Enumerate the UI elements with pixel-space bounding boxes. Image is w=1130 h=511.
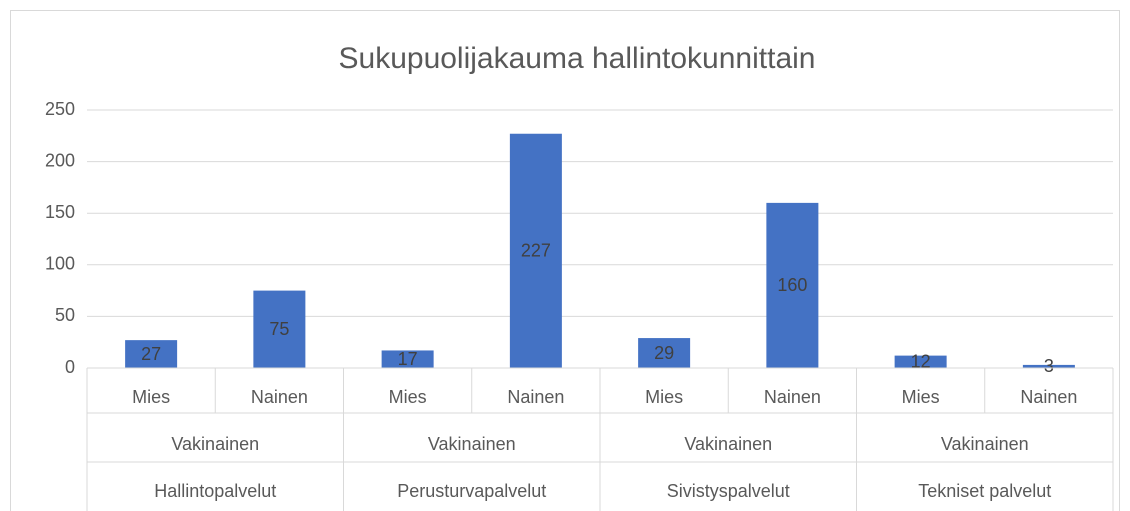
bar bbox=[638, 338, 691, 368]
data-label: 227 bbox=[521, 241, 551, 261]
data-label: 3 bbox=[1044, 356, 1054, 376]
y-tick-label: 250 bbox=[45, 99, 75, 119]
x-group-label: Vakinainen bbox=[428, 434, 516, 454]
data-label: 75 bbox=[269, 319, 289, 339]
x-group-label: Hallintopalvelut bbox=[154, 481, 276, 501]
bar bbox=[894, 355, 947, 368]
x-group-label: Tekniset palvelut bbox=[918, 481, 1051, 501]
bar bbox=[253, 290, 306, 368]
x-group-label: Perusturvapalvelut bbox=[397, 481, 546, 501]
chart-border bbox=[10, 10, 1120, 511]
chart-title: Sukupuolijakauma hallintokunnittain bbox=[339, 42, 816, 75]
x-tick-label: Mies bbox=[132, 387, 170, 407]
x-group-label: Vakinainen bbox=[684, 434, 772, 454]
y-tick-label: 150 bbox=[45, 202, 75, 222]
bar bbox=[1022, 364, 1075, 368]
data-label: 12 bbox=[911, 352, 931, 372]
bar bbox=[766, 202, 819, 368]
bar bbox=[381, 350, 434, 368]
x-group-label: Sivistyspalvelut bbox=[667, 481, 790, 501]
data-label: 27 bbox=[141, 344, 161, 364]
data-label: 160 bbox=[777, 275, 807, 295]
bar bbox=[125, 340, 178, 368]
data-label: 29 bbox=[654, 343, 674, 363]
x-group-label: Vakinainen bbox=[171, 434, 259, 454]
x-tick-label: Mies bbox=[645, 387, 683, 407]
x-group-label: Vakinainen bbox=[941, 434, 1029, 454]
x-tick-label: Nainen bbox=[1020, 387, 1077, 407]
data-label: 17 bbox=[398, 349, 418, 369]
x-tick-label: Nainen bbox=[764, 387, 821, 407]
y-tick-label: 200 bbox=[45, 150, 75, 170]
x-tick-label: Mies bbox=[902, 387, 940, 407]
x-tick-label: Mies bbox=[389, 387, 427, 407]
bar bbox=[509, 133, 562, 368]
y-tick-label: 0 bbox=[65, 357, 75, 377]
x-tick-label: Nainen bbox=[251, 387, 308, 407]
x-tick-label: Nainen bbox=[507, 387, 564, 407]
y-tick-label: 100 bbox=[45, 254, 75, 274]
y-tick-label: 50 bbox=[55, 305, 75, 325]
